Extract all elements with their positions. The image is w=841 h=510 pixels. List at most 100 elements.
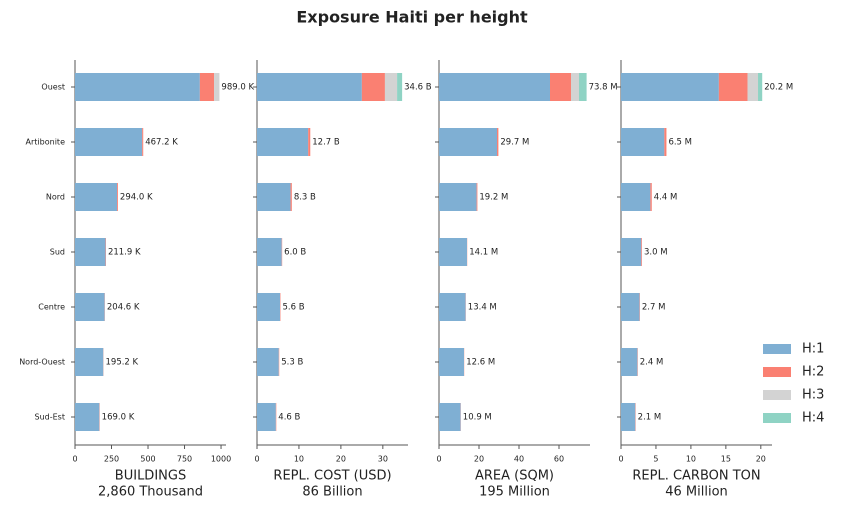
bar-segment bbox=[257, 348, 279, 376]
y-tick-label: Ouest bbox=[41, 83, 65, 92]
bar-segment bbox=[718, 73, 748, 101]
total-label: 29.7 M bbox=[500, 138, 529, 148]
bar-segment bbox=[439, 183, 477, 211]
total-label: 6.5 M bbox=[668, 138, 692, 148]
total-label: 34.6 B bbox=[404, 83, 432, 93]
bar-segment bbox=[397, 73, 403, 101]
x-tick-label: 20 bbox=[474, 455, 484, 464]
total-label: 2.4 M bbox=[640, 358, 664, 368]
bar-segment bbox=[621, 128, 665, 156]
x-tick-label: 0 bbox=[254, 455, 259, 464]
legend-swatch bbox=[763, 390, 791, 400]
bar-segment bbox=[75, 183, 118, 211]
bar-segment bbox=[621, 183, 651, 211]
total-label: 294.0 K bbox=[120, 193, 153, 203]
x-tick-label: 60 bbox=[554, 455, 564, 464]
y-tick-label: Nord bbox=[46, 193, 65, 202]
bar-segment bbox=[75, 128, 143, 156]
x-tick-label: 20 bbox=[336, 455, 346, 464]
total-label: 4.4 M bbox=[654, 193, 678, 203]
total-label: 12.6 M bbox=[466, 358, 495, 368]
x-axis-sublabel: 195 Million bbox=[479, 485, 550, 500]
legend-swatch bbox=[763, 413, 791, 423]
legend-label: H:4 bbox=[802, 411, 824, 426]
x-tick-label: 1000 bbox=[211, 455, 231, 464]
x-tick-label: 15 bbox=[721, 455, 731, 464]
total-label: 5.3 B bbox=[281, 358, 303, 368]
x-axis-label: REPL. CARBON TON bbox=[632, 469, 760, 484]
total-label: 8.3 B bbox=[294, 193, 316, 203]
total-label: 211.9 K bbox=[108, 248, 141, 258]
x-tick-label: 500 bbox=[140, 455, 155, 464]
bar-segment bbox=[621, 348, 638, 376]
x-axis-sublabel: 2,860 Thousand bbox=[98, 485, 203, 500]
x-axis-sublabel: 86 Billion bbox=[302, 485, 362, 500]
total-label: 5.6 B bbox=[282, 303, 304, 313]
x-tick-label: 250 bbox=[104, 455, 119, 464]
total-label: 13.4 M bbox=[468, 303, 497, 313]
x-axis-sublabel: 46 Million bbox=[665, 485, 728, 500]
bar-segment bbox=[257, 128, 309, 156]
chart-title: Exposure Haiti per height bbox=[296, 8, 528, 27]
y-tick-label: Centre bbox=[38, 303, 65, 312]
total-label: 2.7 M bbox=[642, 303, 666, 313]
total-label: 14.1 M bbox=[469, 248, 498, 258]
total-label: 989.0 K bbox=[221, 83, 254, 93]
legend-label: H:1 bbox=[802, 342, 824, 357]
bar-segment bbox=[257, 293, 281, 321]
total-label: 169.0 K bbox=[102, 413, 135, 423]
total-label: 19.2 M bbox=[479, 193, 508, 203]
x-tick-label: 750 bbox=[177, 455, 192, 464]
bar-segment bbox=[308, 128, 311, 156]
x-axis-label: REPL. COST (USD) bbox=[273, 469, 391, 484]
bar-segment bbox=[571, 73, 579, 101]
bar-segment bbox=[257, 183, 291, 211]
legend-swatch bbox=[763, 344, 791, 354]
bar-segment bbox=[747, 73, 759, 101]
bar-segment bbox=[550, 73, 571, 101]
bar-segment bbox=[439, 128, 497, 156]
bar-segment bbox=[439, 403, 461, 431]
y-tick-label: Sud bbox=[50, 248, 65, 257]
total-label: 3.0 M bbox=[644, 248, 668, 258]
total-label: 2.1 M bbox=[638, 413, 662, 423]
bar-segment bbox=[439, 293, 466, 321]
bar-segment bbox=[75, 348, 104, 376]
bar-segment bbox=[579, 73, 587, 101]
legend-label: H:3 bbox=[802, 388, 824, 403]
bar-segment bbox=[257, 73, 362, 101]
x-tick-label: 40 bbox=[514, 455, 524, 464]
bar-segment bbox=[142, 128, 144, 156]
bar-segment bbox=[439, 73, 550, 101]
total-label: 204.6 K bbox=[107, 303, 140, 313]
bar-segment bbox=[641, 238, 642, 266]
total-label: 195.2 K bbox=[106, 358, 139, 368]
bar-segment bbox=[497, 128, 499, 156]
total-label: 10.9 M bbox=[463, 413, 492, 423]
x-tick-label: 0 bbox=[436, 455, 441, 464]
bar-segment bbox=[439, 238, 467, 266]
x-axis-label: BUILDINGS bbox=[115, 469, 186, 484]
bar-segment bbox=[384, 73, 398, 101]
bar-segment bbox=[361, 73, 385, 101]
bar-segment bbox=[650, 183, 652, 211]
bar-segment bbox=[621, 403, 636, 431]
x-tick-label: 0 bbox=[618, 455, 623, 464]
bar-segment bbox=[75, 403, 100, 431]
bar-segment bbox=[621, 73, 719, 101]
legend-label: H:2 bbox=[802, 365, 824, 380]
bar-segment bbox=[75, 293, 105, 321]
x-axis-label: AREA (SQM) bbox=[475, 469, 554, 484]
bar-segment bbox=[199, 73, 215, 101]
bar-segment bbox=[75, 238, 106, 266]
bar-segment bbox=[257, 238, 282, 266]
bar-segment bbox=[621, 238, 642, 266]
total-label: 73.8 M bbox=[589, 83, 618, 93]
x-tick-label: 10 bbox=[686, 455, 696, 464]
bar-segment bbox=[214, 73, 220, 101]
x-tick-label: 30 bbox=[378, 455, 388, 464]
x-tick-label: 5 bbox=[653, 455, 658, 464]
bar-segment bbox=[439, 348, 464, 376]
